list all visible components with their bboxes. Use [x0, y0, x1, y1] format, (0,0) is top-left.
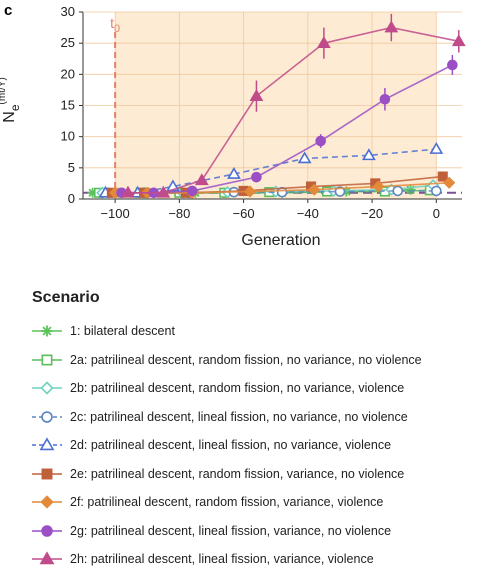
- y-tick-label: 25: [61, 35, 75, 50]
- data-point: [379, 93, 391, 105]
- legend-swatch: [32, 525, 62, 537]
- legend-item: 1: bilateral descent: [30, 317, 485, 346]
- data-point: [308, 183, 321, 196]
- legend-item: 2d: patrilineal descent, lineal fission,…: [30, 431, 485, 460]
- y-tick-label: 0: [68, 191, 75, 206]
- legend-marker: [41, 411, 53, 423]
- legend-marker: [41, 325, 53, 337]
- legend-swatch: [32, 437, 62, 451]
- chart-svg: 0 5 10 15 20 25 30 −100 −80 −60 −40 −20 0 t0 c Genera…: [0, 2, 466, 249]
- data-point: [243, 185, 257, 198]
- data-point: [447, 59, 458, 71]
- legend-item: 2b: patrilineal descent, random fission,…: [30, 374, 485, 403]
- data-point: [437, 171, 448, 182]
- data-point: [384, 20, 399, 33]
- legend: Scenario 1: bilateral descent 2a: patrili…: [30, 289, 485, 574]
- legend-marker: [40, 381, 54, 395]
- t0-label: t0: [110, 15, 120, 35]
- legend-item: 2g: patrilineal descent, lineal fission,…: [30, 517, 485, 546]
- y-tick-label: 30: [61, 4, 75, 19]
- data-point: [443, 176, 456, 189]
- data-point: [156, 185, 171, 198]
- legend-items: 1: bilateral descent 2a: patrilineal desc…: [30, 317, 485, 574]
- data-point: [431, 185, 442, 197]
- legend-swatch: [32, 354, 62, 366]
- legend-swatch: [32, 495, 62, 509]
- y-tick-label: 20: [61, 66, 75, 81]
- legend-marker: [41, 525, 53, 537]
- legend-label: 2b: patrilineal descent, random fission,…: [70, 381, 405, 396]
- data-point: [317, 36, 331, 48]
- data-point: [361, 148, 376, 161]
- legend-label: 2d: patrilineal descent, lineal fission,…: [70, 438, 392, 453]
- data-point: [372, 180, 385, 193]
- svg-text:Ne(mt/Y): Ne(mt/Y): [0, 77, 22, 122]
- legend-label: 2a: patrilineal descent, random fission,…: [70, 352, 422, 367]
- legend-marker: [41, 354, 53, 366]
- legend-marker: [40, 495, 54, 509]
- y-tick-label: 5: [68, 160, 75, 175]
- legend-label: 2g: patrilineal descent, lineal fission,…: [70, 523, 392, 538]
- x-tick-label: 0: [433, 206, 440, 221]
- legend-title: Scenario: [32, 289, 100, 306]
- y-tick-label: 10: [61, 129, 75, 144]
- legend-swatch: [32, 468, 62, 480]
- y-axis-title: Ne(mt/Y): [0, 77, 22, 122]
- legend-marker: [41, 468, 53, 480]
- data-point: [227, 166, 241, 179]
- data-point: [392, 185, 404, 197]
- legend-label: 2c: patrilineal descent, lineal fission,…: [70, 409, 408, 424]
- legend-marker: [39, 437, 55, 451]
- legend-label: 2e: patrilineal descent, random fission,…: [70, 466, 405, 481]
- data-point: [451, 34, 466, 47]
- data-point: [194, 173, 209, 186]
- data-point: [186, 185, 198, 197]
- data-point: [249, 89, 264, 101]
- x-tick-label: −60: [233, 206, 255, 221]
- data-point: [315, 135, 326, 147]
- legend-item: 2h: patrilineal descent, lineal fission,…: [30, 545, 485, 574]
- data-point: [297, 151, 312, 164]
- legend-label: 1: bilateral descent: [70, 324, 175, 339]
- x-tick-label: −100: [100, 206, 129, 221]
- legend-item: 2f: patrilineal descent, random fission,…: [30, 488, 485, 517]
- data-point: [121, 185, 135, 198]
- legend-swatch: [32, 381, 62, 395]
- legend-marker: [39, 551, 55, 565]
- data-point: [405, 184, 416, 195]
- x-axis-title: Generation: [241, 232, 320, 249]
- series-8: [121, 13, 466, 198]
- legend-swatch: [32, 551, 62, 565]
- x-tick-label: −80: [168, 206, 190, 221]
- panel-label: c: [4, 2, 12, 19]
- legend-item: 2c: patrilineal descent, lineal fission,…: [30, 403, 485, 432]
- x-tick-label: −20: [361, 206, 383, 221]
- y-tick-label: 15: [61, 98, 75, 113]
- legend-label: 2f: patrilineal descent, random fission,…: [70, 495, 384, 510]
- legend-swatch: [32, 411, 62, 423]
- legend-item: 2a: patrilineal descent, random fission,…: [30, 346, 485, 375]
- data-point: [251, 171, 262, 183]
- legend-item: 2e: patrilineal descent, random fission,…: [30, 460, 485, 489]
- x-tick-label: −40: [297, 206, 319, 221]
- legend-label: 2h: patrilineal descent, lineal fission,…: [70, 552, 374, 567]
- data-point: [429, 142, 444, 154]
- legend-swatch: [32, 325, 62, 337]
